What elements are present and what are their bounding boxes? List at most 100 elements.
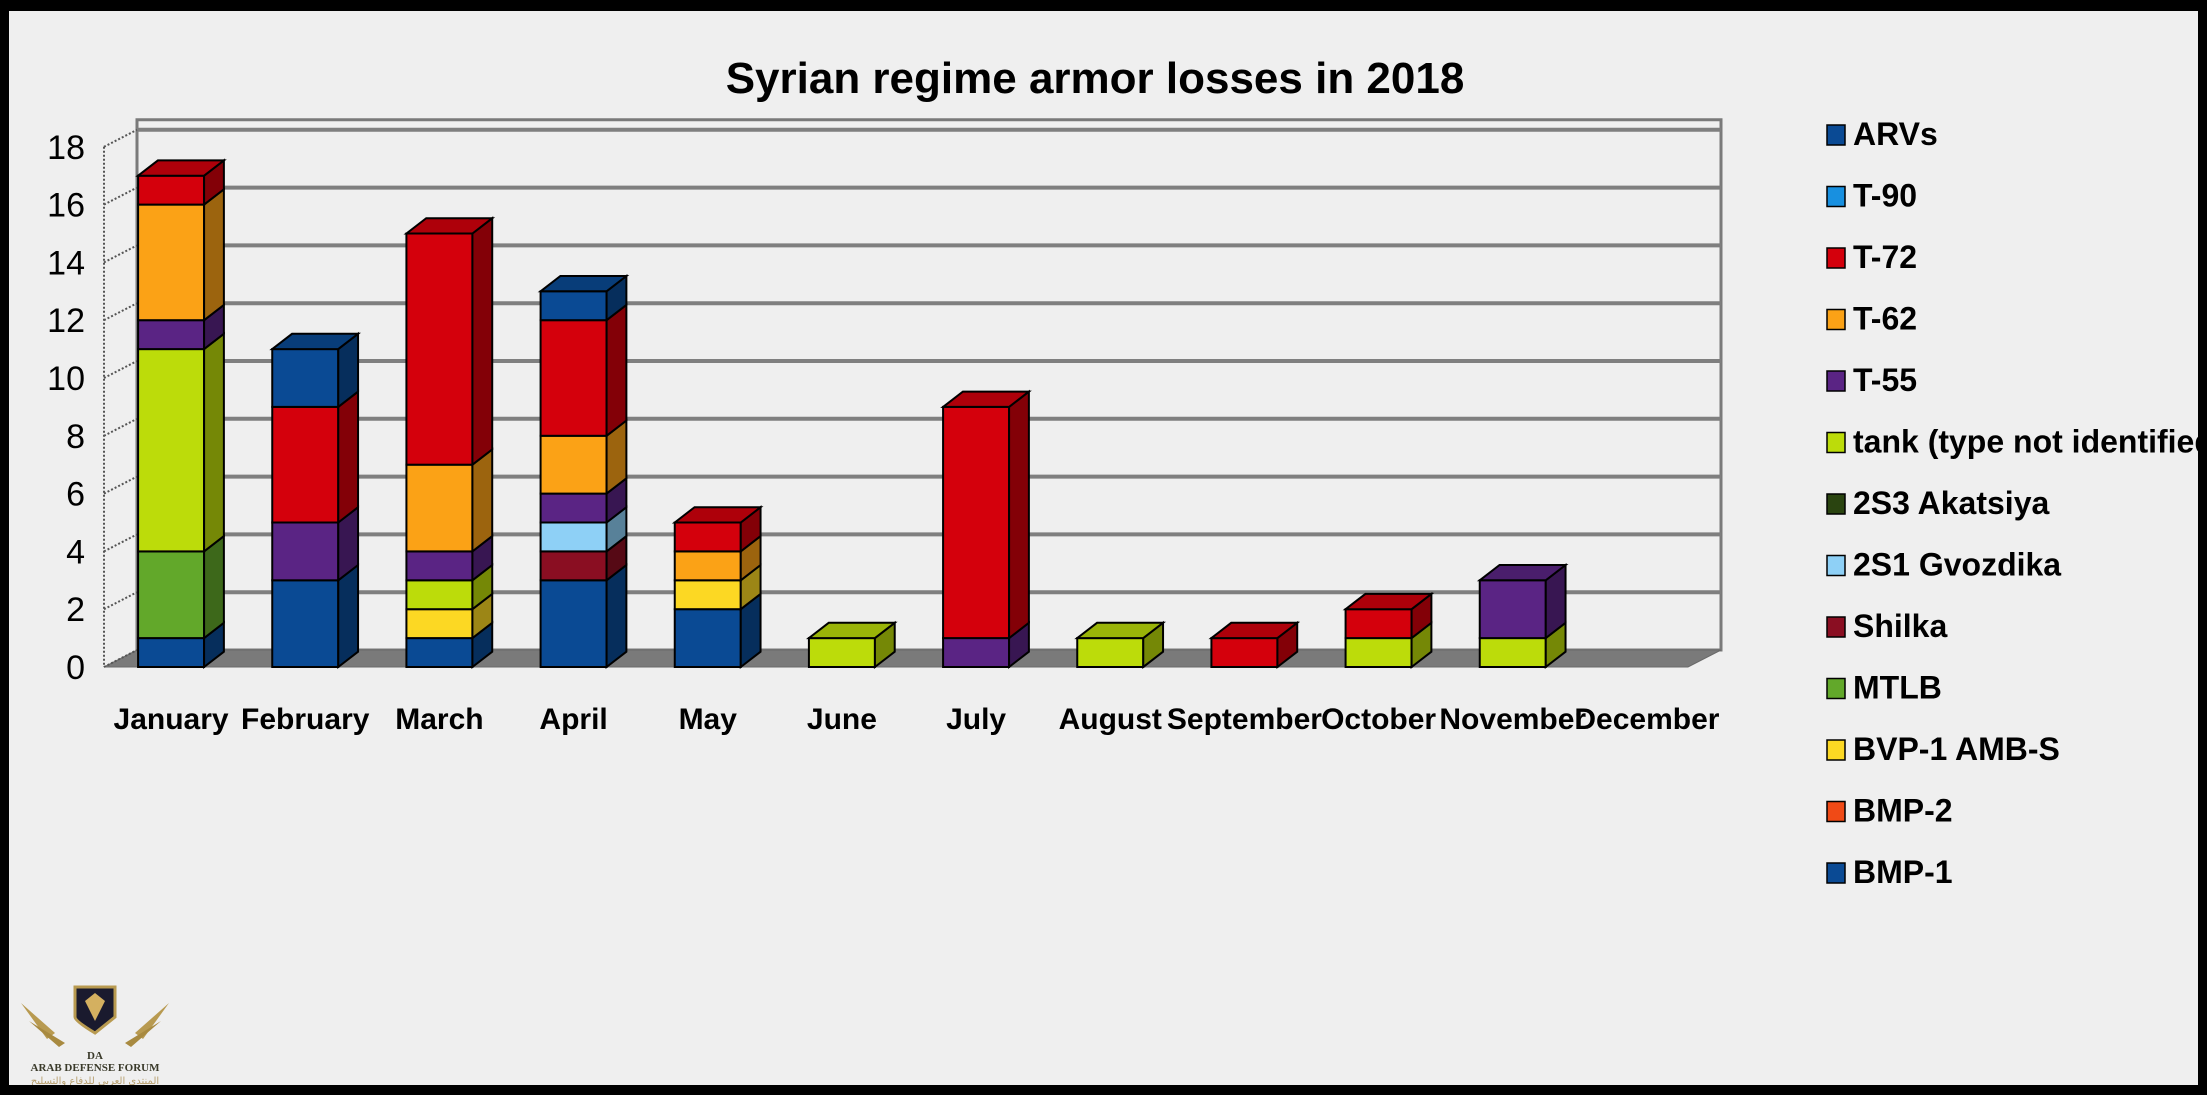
y-tick-label: 0	[66, 649, 85, 687]
legend-label: 2S1 Gvozdika	[1853, 547, 2061, 583]
bar-front	[271, 348, 340, 408]
legend-item: T-90	[1826, 178, 1917, 214]
y-tick-label: 8	[66, 418, 85, 456]
legend-label: BMP-1	[1853, 854, 1953, 890]
bar-segment	[539, 534, 628, 583]
y-axis: 0 2 4 6 8 10 12 14 16 18	[47, 129, 105, 687]
bar-front	[539, 579, 608, 668]
legend-item: ARVs	[1826, 116, 1938, 152]
legend-item: T-55	[1826, 362, 1917, 398]
bar-front	[1210, 637, 1279, 668]
y-tick-label: 18	[47, 129, 85, 167]
watermark-text: ARAB DEFENSE FORUM	[31, 1062, 161, 1074]
x-axis: January February March April May June July Augu…	[114, 703, 1720, 736]
y-tick-label: 12	[47, 302, 85, 340]
chart-frame: Syrian regime armor losses in 2018 0 2 4 6 8…	[9, 11, 2198, 1085]
watermark-logo	[21, 985, 169, 1047]
legend-item: BVP-1 AMB-S	[1826, 731, 2060, 767]
legend-label: ARVs	[1853, 116, 1938, 152]
gridline-depth	[103, 128, 138, 148]
bar-top	[1342, 592, 1435, 611]
x-tick-label: March	[395, 703, 483, 736]
bar-front	[1478, 637, 1547, 668]
legend-swatch	[1826, 124, 1846, 146]
bar-segment	[137, 620, 225, 670]
bar-segment	[673, 591, 762, 670]
bar-top	[269, 332, 361, 351]
bar-segment	[1074, 620, 1166, 670]
legend-item: tank (type not identified)	[1826, 424, 2198, 460]
gridline-depth	[103, 302, 138, 322]
bar-segment	[1208, 620, 1301, 670]
gridline-depth	[103, 186, 138, 206]
legend-swatch	[1826, 616, 1846, 638]
bar-front	[539, 434, 608, 495]
bar-top	[537, 275, 630, 293]
bar-segment	[539, 302, 628, 438]
bar-segment	[539, 476, 628, 525]
bar-segment	[671, 505, 764, 554]
x-tick-label: April	[539, 703, 607, 736]
bar-front	[539, 319, 608, 437]
bar-segment	[539, 562, 628, 670]
bar-side	[203, 187, 225, 323]
legend-swatch	[1826, 308, 1846, 331]
bar-front	[137, 203, 206, 322]
watermark-letters: DA	[87, 1050, 103, 1062]
bar-front	[271, 405, 340, 524]
bar-segment	[1478, 620, 1567, 670]
bar-front	[539, 290, 608, 322]
bar-segment	[403, 216, 496, 467]
bar-segment	[271, 505, 360, 583]
gridline-depth	[103, 360, 138, 379]
bar-front	[539, 521, 608, 553]
legend-label: BVP-1 AMB-S	[1853, 731, 2060, 767]
y-tick-label: 10	[47, 360, 85, 398]
bar-front	[405, 608, 474, 640]
legend-swatch	[1826, 554, 1846, 577]
x-tick-label: February	[241, 703, 370, 736]
bar-top	[403, 217, 496, 235]
legend-item: T-72	[1826, 239, 1917, 275]
bar-top	[940, 390, 1032, 408]
bar-segment	[539, 505, 628, 554]
legend-swatch	[1826, 431, 1846, 454]
bar-front	[942, 637, 1011, 668]
legend-swatch	[1826, 739, 1846, 761]
chart-title: Syrian regime armor losses in 2018	[726, 54, 1465, 103]
bar-front	[405, 232, 474, 466]
bar-front	[673, 579, 742, 611]
x-tick-label: May	[679, 703, 738, 736]
bar-front	[137, 319, 206, 351]
bar-top	[1208, 621, 1301, 640]
bar-segment	[539, 418, 628, 496]
bar-side	[1008, 389, 1030, 641]
bar-front	[807, 637, 876, 668]
gridline-depth	[103, 244, 138, 264]
x-tick-label: August	[1059, 703, 1162, 736]
legend-swatch	[1826, 493, 1846, 515]
legend-swatch	[1826, 800, 1846, 823]
bars	[135, 158, 1569, 670]
bar-front	[673, 521, 742, 553]
bar-segment	[137, 187, 225, 323]
gridline-depth	[103, 475, 138, 495]
bar-segment	[137, 534, 225, 641]
bar-segment	[405, 447, 494, 554]
bar-front	[137, 637, 206, 668]
gridlines	[103, 127, 1721, 668]
bar-side	[471, 216, 494, 467]
bar-segment	[1476, 562, 1569, 641]
bar-front	[1076, 637, 1145, 668]
bar-segment	[1344, 620, 1433, 670]
bar-segment	[271, 562, 360, 670]
x-tick-label: June	[807, 703, 877, 736]
bar-side	[203, 331, 225, 554]
back-wall	[135, 118, 1723, 652]
legend-label: Shilka	[1853, 608, 1947, 644]
gridline-depth	[103, 591, 138, 611]
bar-top	[1074, 621, 1166, 640]
y-tick-label: 14	[47, 244, 85, 282]
bar-front	[1344, 637, 1413, 668]
bar-front	[539, 492, 608, 524]
